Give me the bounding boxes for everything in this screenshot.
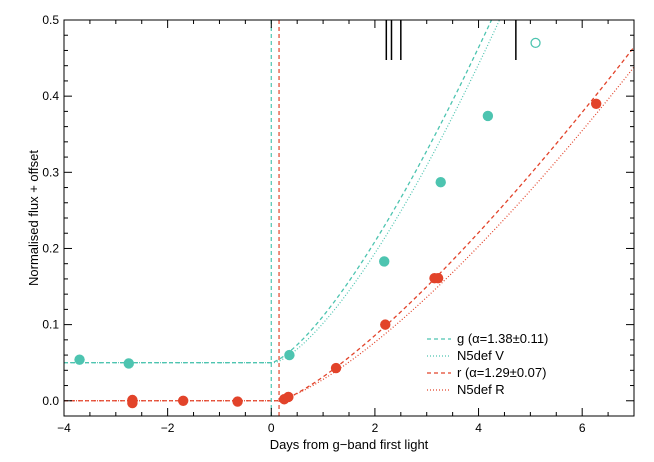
legend-label-n5def-v: N5def V [457, 348, 504, 363]
open-data-point-g [530, 37, 541, 48]
data-point-r [432, 272, 444, 284]
legend-label-r-fit: r (α=1.29±0.07) [457, 365, 546, 380]
x-tick-label: 6 [579, 421, 586, 435]
fit-curve-r [64, 46, 634, 402]
y-tick-label: 0.4 [42, 89, 59, 103]
data-point-r [127, 397, 138, 409]
data-point-r [590, 98, 602, 109]
x-tick-label: 4 [475, 421, 482, 435]
y-tick-label: 0.0 [42, 394, 59, 408]
plot-frame [63, 19, 635, 417]
y-tick-label: 0.5 [42, 13, 59, 27]
y-tick-label: 0.3 [42, 165, 59, 179]
legend-label-g-fit: g (α=1.38±0.11) [457, 331, 548, 346]
legend: g (α=1.38±0.11) N5def V r (α=1.29±0.07) … [427, 331, 548, 397]
data-point-r [232, 396, 243, 407]
x-tick-label: 0 [268, 421, 275, 435]
data-point-g [284, 349, 295, 361]
y-tick-label: 0.2 [42, 241, 59, 255]
data-point-g [74, 354, 85, 365]
data-point-g [435, 177, 446, 188]
data-point-r [330, 362, 342, 374]
y-axis-label: Normalised flux + offset [26, 150, 41, 286]
x-tick-label: 2 [372, 421, 379, 435]
fit-curve-g [64, 20, 493, 364]
y-tick-label: 0.1 [42, 318, 59, 332]
x-tick-label: −4 [57, 421, 71, 435]
data-point-r [380, 319, 391, 330]
data-point-r [283, 391, 294, 403]
x-tick-label: −2 [161, 421, 175, 435]
x-axis-label: Days from g−band first light [270, 437, 429, 452]
data-point-g [482, 110, 494, 122]
model-curve-r [64, 66, 634, 402]
data-point-r [177, 395, 189, 406]
data-point-g [379, 256, 390, 267]
legend-label-n5def-r: N5def R [457, 382, 505, 397]
data-point-g [123, 358, 134, 369]
model-curve-g [64, 20, 501, 364]
